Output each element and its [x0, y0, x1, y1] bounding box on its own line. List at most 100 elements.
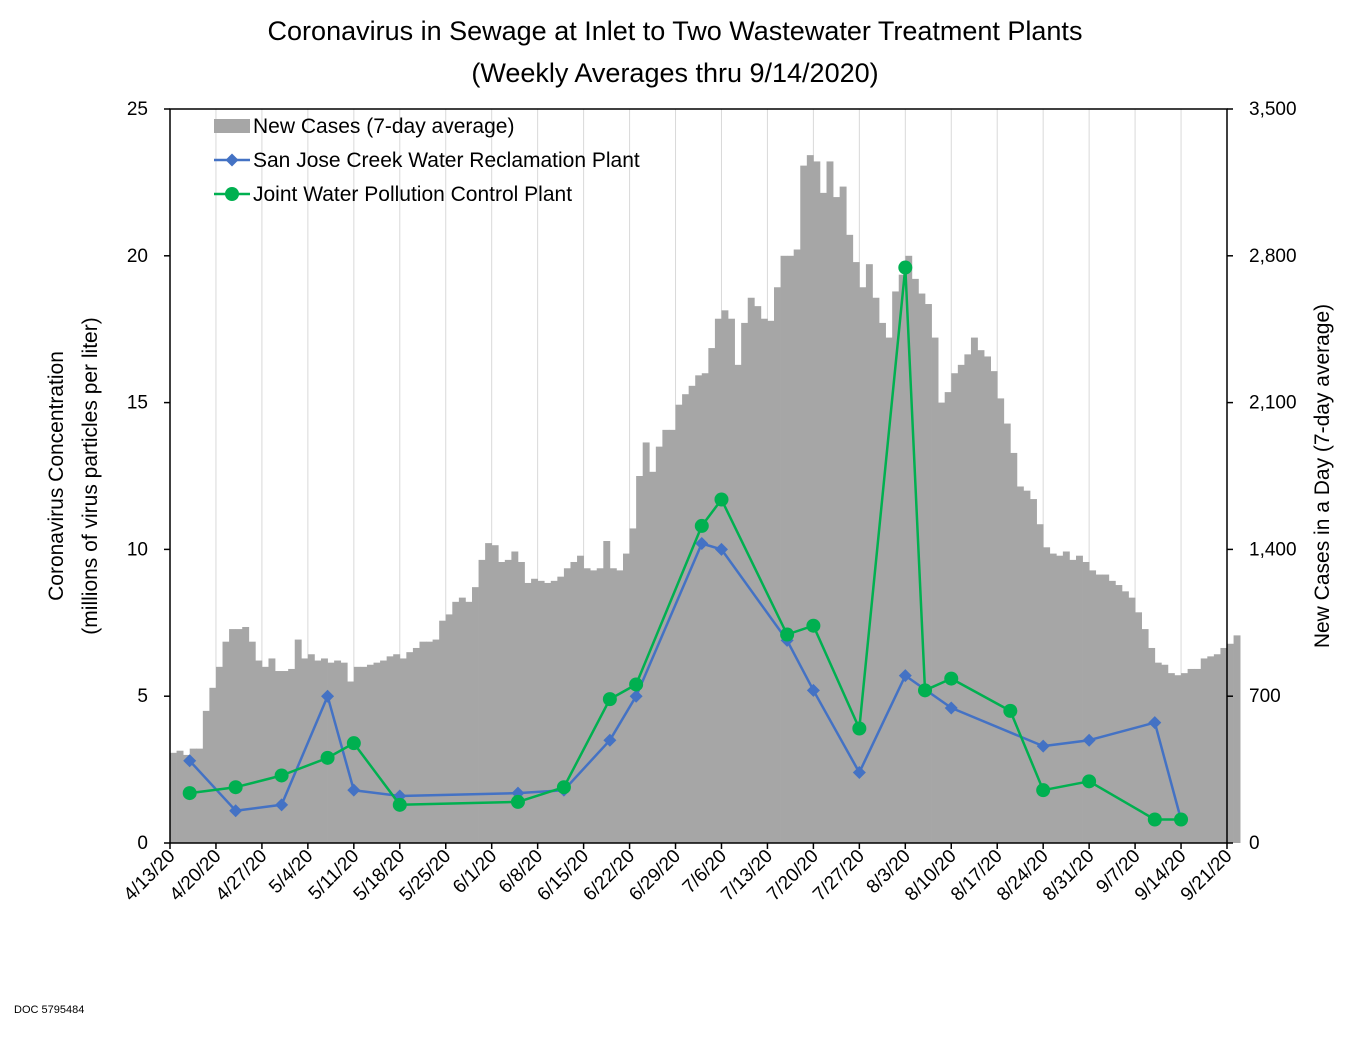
- cases-bar: [288, 668, 296, 843]
- san-jose-point: [898, 669, 912, 683]
- cases-bar: [445, 614, 453, 843]
- joint-plant-point: [346, 736, 361, 751]
- cases-bar: [393, 654, 401, 843]
- cases-bar: [675, 404, 683, 843]
- cases-bar: [491, 545, 499, 843]
- cases-bar: [1023, 490, 1031, 843]
- cases-bar: [366, 664, 374, 843]
- cases-bar: [1167, 673, 1175, 843]
- x-tick-label: 5/25/20: [396, 846, 456, 906]
- legend-marker-joint-plant: [225, 187, 239, 201]
- cases-bar: [898, 274, 906, 843]
- cases-bar: [806, 155, 814, 843]
- joint-plant-point: [392, 797, 407, 812]
- cases-bar: [472, 587, 479, 843]
- joint-plant-point: [1174, 812, 1189, 827]
- joint-plant-point: [228, 780, 243, 795]
- cases-bar: [728, 318, 735, 843]
- legend: New Cases (7-day average) San Jose Creek …: [214, 115, 640, 206]
- joint-plant-point: [602, 692, 617, 707]
- joint-plant-point: [182, 786, 197, 801]
- cases-bar: [1030, 499, 1037, 843]
- cases-bar: [780, 255, 788, 844]
- cases-bar: [1161, 664, 1169, 843]
- cases-bar: [826, 161, 834, 843]
- cases-bar: [636, 476, 644, 843]
- cases-bar: [170, 752, 177, 843]
- joint-plant-point: [320, 750, 335, 765]
- joint-plant-point: [806, 618, 821, 633]
- cases-bar: [1148, 647, 1156, 843]
- cases-bar: [721, 310, 729, 844]
- cases-bar: [964, 354, 972, 843]
- cases-bar: [229, 629, 237, 843]
- cases-bar: [1076, 555, 1083, 843]
- cases-bar: [905, 255, 913, 844]
- san-jose-point: [229, 804, 243, 818]
- cases-bar: [235, 629, 243, 843]
- cases-bar: [931, 337, 939, 843]
- cases-bars: [170, 155, 1241, 844]
- cases-bar: [787, 255, 795, 844]
- joint-plant-point: [1147, 812, 1162, 827]
- cases-bar: [255, 660, 263, 843]
- cases-bar: [662, 429, 670, 843]
- joint-plant-point: [629, 677, 644, 692]
- cases-bar: [1181, 673, 1188, 843]
- joint-plant-point: [852, 721, 867, 736]
- cases-bar: [1102, 574, 1110, 843]
- cases-bar: [504, 559, 512, 843]
- cases-bar: [1141, 629, 1149, 843]
- cases-bar: [977, 350, 985, 843]
- san-jose-point: [347, 783, 361, 797]
- cases-bar: [839, 186, 847, 843]
- san-jose-point: [1036, 739, 1050, 753]
- cases-bar: [1069, 559, 1077, 843]
- joint-plant-point: [780, 627, 795, 642]
- axis-labels: Coronavirus Concentration (millions of v…: [45, 304, 1334, 648]
- cases-bar: [498, 561, 506, 843]
- y-left-tick-label: 0: [137, 833, 148, 854]
- cases-bar: [1213, 654, 1221, 843]
- legend-label-joint-plant: Joint Water Pollution Control Plant: [253, 183, 572, 206]
- cases-bar: [544, 582, 552, 843]
- y-left-tick-label: 25: [127, 99, 148, 120]
- plant-lines: [182, 260, 1189, 827]
- cases-bar: [997, 398, 1005, 843]
- cases-bar: [734, 364, 742, 843]
- legend-label-cases: New Cases (7-day average): [253, 115, 514, 138]
- cases-bar: [242, 626, 250, 843]
- joint-plant-point: [1082, 774, 1097, 789]
- y-left-tick-label: 20: [127, 246, 148, 267]
- cases-bar: [1056, 555, 1064, 843]
- cases-bar: [524, 582, 532, 843]
- cases-bar: [511, 551, 519, 843]
- san-jose-point: [1148, 716, 1162, 730]
- y-right-tick-label: 700: [1249, 686, 1281, 707]
- chart-title: Coronavirus in Sewage at Inlet to Two Wa…: [268, 16, 1083, 46]
- cases-bar: [570, 561, 578, 843]
- joint-plant-point: [694, 518, 709, 533]
- cases-bar: [1010, 452, 1018, 843]
- cases-bar: [852, 262, 860, 843]
- cases-bar: [452, 601, 460, 843]
- cases-bar: [1016, 486, 1024, 843]
- cases-bar: [1220, 647, 1228, 843]
- cases-bar: [918, 293, 926, 843]
- y-left-tick-label: 15: [127, 393, 148, 414]
- y-right-tick-label: 1,400: [1249, 539, 1297, 560]
- cases-bar: [833, 197, 841, 843]
- joint-plant-point: [714, 492, 729, 507]
- cases-bar: [485, 543, 493, 843]
- san-jose-point: [806, 683, 820, 697]
- cases-bar: [911, 278, 919, 844]
- cases-bar: [563, 568, 571, 843]
- x-tick-label: 4/27/20: [212, 846, 272, 906]
- san-jose-point: [183, 754, 197, 768]
- cases-bar: [275, 671, 282, 843]
- cases-bar: [1128, 597, 1136, 843]
- cases-bar: [458, 597, 466, 843]
- cases-bar: [970, 337, 978, 843]
- cases-bar: [1194, 668, 1202, 843]
